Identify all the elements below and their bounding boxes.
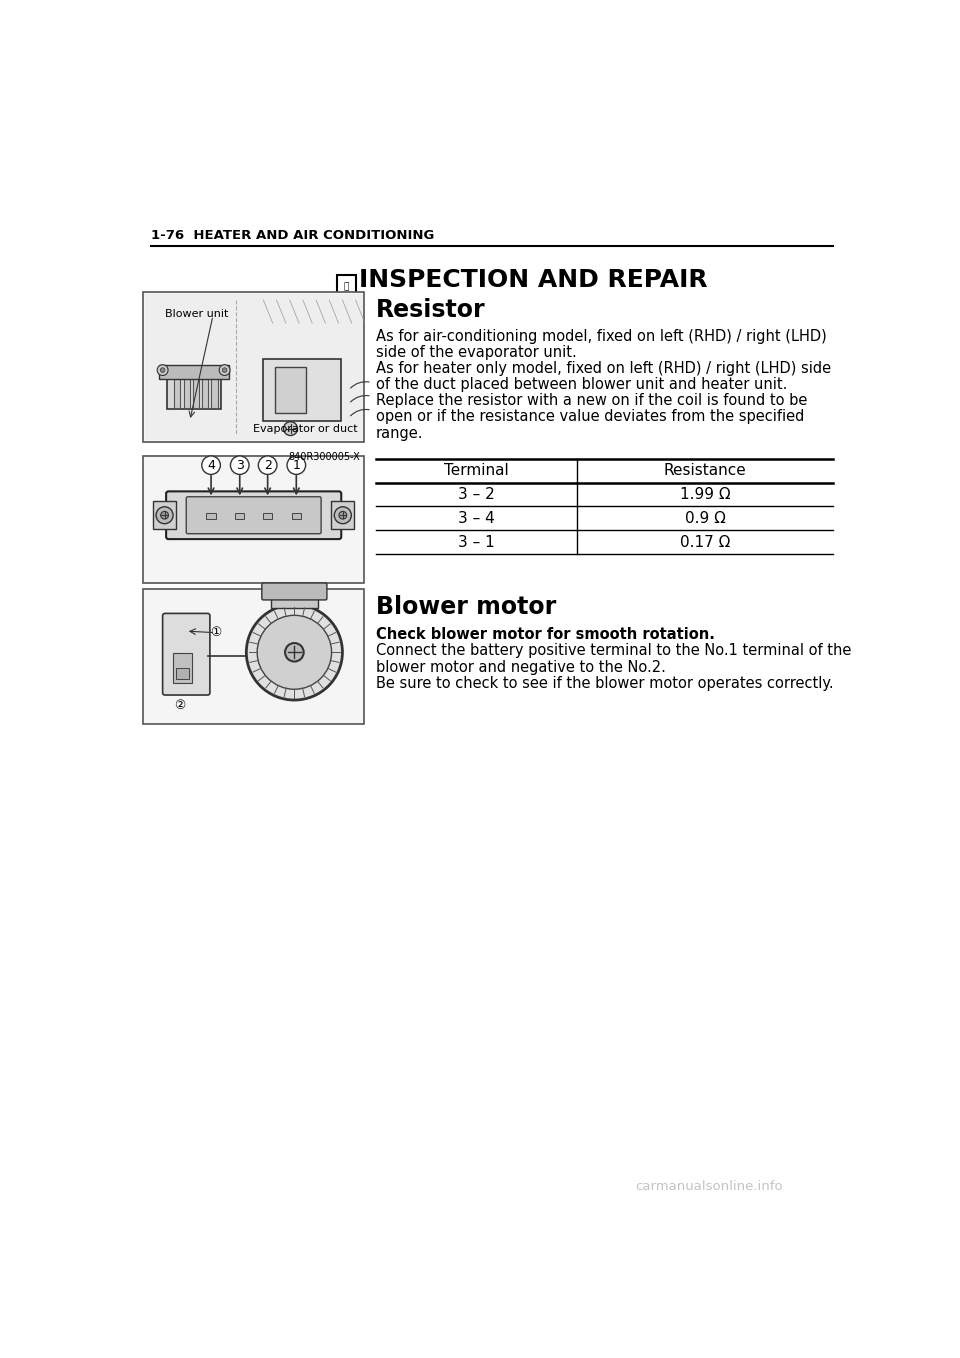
Text: 3: 3 xyxy=(236,459,244,471)
Text: Blower motor: Blower motor xyxy=(375,595,556,619)
Bar xyxy=(145,293,363,440)
Text: 0.9 Ω: 0.9 Ω xyxy=(684,511,726,526)
Bar xyxy=(143,455,364,583)
Bar xyxy=(158,365,228,379)
Text: 1.99 Ω: 1.99 Ω xyxy=(680,488,731,502)
Circle shape xyxy=(230,456,249,474)
Bar xyxy=(263,513,273,519)
Bar xyxy=(206,513,216,519)
Circle shape xyxy=(287,456,305,474)
Bar xyxy=(203,373,208,407)
Text: Replace the resistor with a new on if the coil is found to be: Replace the resistor with a new on if th… xyxy=(375,394,807,409)
Text: 1: 1 xyxy=(293,459,300,471)
Text: 840R300005-X: 840R300005-X xyxy=(289,452,360,463)
Text: ⚿: ⚿ xyxy=(344,282,349,292)
FancyBboxPatch shape xyxy=(262,583,327,600)
Text: 3 – 4: 3 – 4 xyxy=(458,511,494,526)
Circle shape xyxy=(157,365,168,375)
Circle shape xyxy=(283,422,298,436)
Circle shape xyxy=(223,368,227,372)
Text: Blower unit: Blower unit xyxy=(165,310,228,319)
Text: As for air-conditioning model, fixed on left (RHD) / right (LHD): As for air-conditioning model, fixed on … xyxy=(375,329,827,344)
Bar xyxy=(153,501,177,530)
Text: ②: ② xyxy=(174,699,185,712)
Text: Connect the battery positive terminal to the No.1 terminal of the: Connect the battery positive terminal to… xyxy=(375,644,852,659)
Circle shape xyxy=(339,512,347,519)
Bar xyxy=(166,371,221,409)
Text: Resistor: Resistor xyxy=(375,297,486,322)
Text: 4: 4 xyxy=(207,459,215,471)
Text: As for heater only model, fixed on left (RHD) / right (LHD) side: As for heater only model, fixed on left … xyxy=(375,361,830,376)
Circle shape xyxy=(160,512,168,519)
Bar xyxy=(173,653,192,683)
Bar xyxy=(143,589,364,724)
FancyBboxPatch shape xyxy=(166,492,341,539)
FancyBboxPatch shape xyxy=(186,497,321,534)
Bar xyxy=(331,501,354,530)
Circle shape xyxy=(285,644,303,661)
Text: Check blower motor for smooth rotation.: Check blower motor for smooth rotation. xyxy=(375,627,714,642)
Text: side of the evaporator unit.: side of the evaporator unit. xyxy=(375,345,577,360)
Text: 0.17 Ω: 0.17 Ω xyxy=(680,535,731,550)
Text: Be sure to check to see if the blower motor operates correctly.: Be sure to check to see if the blower mo… xyxy=(375,676,833,691)
Text: INSPECTION AND REPAIR: INSPECTION AND REPAIR xyxy=(359,268,708,292)
Text: blower motor and negative to the No.2.: blower motor and negative to the No.2. xyxy=(375,660,665,675)
Bar xyxy=(193,373,199,407)
Text: of the duct placed between blower unit and heater unit.: of the duct placed between blower unit a… xyxy=(375,378,787,392)
Bar xyxy=(143,292,364,441)
Circle shape xyxy=(334,507,351,524)
Circle shape xyxy=(202,456,221,474)
Circle shape xyxy=(258,456,276,474)
Circle shape xyxy=(257,615,331,690)
Circle shape xyxy=(156,507,173,524)
Circle shape xyxy=(247,604,343,699)
FancyBboxPatch shape xyxy=(162,614,210,695)
Circle shape xyxy=(219,365,230,375)
Text: carmanualsonline.info: carmanualsonline.info xyxy=(636,1180,782,1194)
Text: 3 – 1: 3 – 1 xyxy=(458,535,494,550)
Text: range.: range. xyxy=(375,425,423,440)
Bar xyxy=(271,593,318,608)
Bar xyxy=(176,668,189,679)
Bar xyxy=(211,373,218,407)
Bar xyxy=(175,373,180,407)
Bar xyxy=(275,367,306,413)
Circle shape xyxy=(160,368,165,372)
Text: Resistance: Resistance xyxy=(663,463,746,478)
Bar xyxy=(337,276,355,297)
Text: open or if the resistance value deviates from the specified: open or if the resistance value deviates… xyxy=(375,409,804,424)
Bar xyxy=(292,513,301,519)
Text: Evaporator or duct: Evaporator or duct xyxy=(253,424,358,435)
Bar xyxy=(235,513,245,519)
Bar xyxy=(183,373,190,407)
Text: 3 – 2: 3 – 2 xyxy=(458,488,494,502)
Text: 1-76  HEATER AND AIR CONDITIONING: 1-76 HEATER AND AIR CONDITIONING xyxy=(151,230,434,242)
Text: 2: 2 xyxy=(264,459,272,471)
Bar xyxy=(263,360,341,421)
Text: ①: ① xyxy=(210,626,221,640)
Text: Terminal: Terminal xyxy=(444,463,509,478)
